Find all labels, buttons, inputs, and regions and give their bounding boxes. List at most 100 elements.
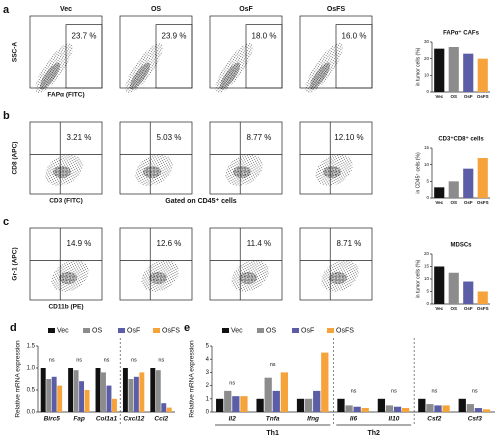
gate-percent: 3.21 %: [67, 133, 92, 142]
x-tick-label: Il10: [389, 416, 400, 423]
y-tick-label: 0: [426, 89, 429, 94]
bar: [321, 352, 329, 412]
x-axis-label: FAPα (FITC): [47, 92, 84, 99]
legend-swatch: [327, 328, 334, 333]
y-tick-label: 5: [426, 289, 429, 294]
plot-frame: [299, 121, 373, 195]
bar: [463, 53, 474, 92]
gate-percent: 12.10 %: [334, 133, 363, 142]
sample-label: OS: [151, 6, 161, 13]
x-tick-label: Fap: [73, 416, 85, 423]
gate-percent: 14.9 %: [67, 239, 92, 248]
plot-frame: [299, 227, 373, 301]
bar: [155, 370, 161, 412]
significance-label: ns: [76, 357, 82, 363]
x-tick-label: OS: [450, 94, 457, 99]
bar: [361, 408, 369, 412]
gate: [245, 24, 283, 89]
y-tick-label: 10: [424, 276, 430, 281]
x-tick-label: Il2: [229, 416, 237, 423]
panel-label: b: [3, 110, 10, 122]
group-label: Th1: [266, 430, 279, 437]
bar: [84, 390, 90, 412]
x-tick-label: Ccl2: [154, 416, 168, 423]
x-axis-label: CD3 (FITC): [49, 198, 83, 205]
y-tick-label: 2: [206, 383, 210, 389]
y-axis-label: CD8 (APC): [12, 142, 19, 175]
chart-title: FAPα⁺ CAFs: [443, 30, 480, 37]
chart-title: MDSCs: [450, 243, 472, 249]
bar: [402, 408, 410, 412]
significance-label: ns: [49, 357, 55, 363]
bar: [133, 376, 139, 412]
significance-label: ns: [104, 357, 110, 363]
legend-label: OS: [266, 327, 276, 334]
significance-label: ns: [351, 388, 357, 394]
x-tick-label: Vec: [435, 306, 443, 311]
bar: [256, 398, 264, 412]
gate-note: Gated on CD45⁺ cells: [165, 198, 236, 205]
bar: [434, 405, 442, 412]
x-tick-label: Ifng: [307, 416, 319, 423]
bar: [448, 272, 459, 304]
event-core: [39, 62, 61, 90]
y-tick-label: 15: [424, 145, 430, 150]
x-tick-label: Vec: [435, 200, 443, 205]
bar: [128, 379, 134, 412]
x-tick-label: OsFS: [477, 306, 489, 311]
bar: [418, 398, 426, 412]
legend-swatch: [48, 328, 55, 333]
x-tick-label: Col1a1: [96, 416, 118, 423]
bar: [296, 398, 305, 412]
bar: [240, 396, 248, 412]
sample-label: Vec: [60, 6, 72, 13]
plot-frame: [29, 121, 103, 195]
y-tick-label: 30: [424, 39, 430, 44]
x-tick-label: OsFS: [477, 200, 489, 205]
bar: [442, 405, 450, 412]
bar: [385, 405, 394, 412]
y-axis-label: Relative mRNA expression: [189, 340, 196, 418]
bar: [150, 368, 156, 412]
x-tick-label: OS: [450, 200, 457, 205]
y-tick-label: 5: [426, 179, 429, 184]
bar: [95, 368, 101, 412]
bar: [73, 370, 79, 412]
bar: [51, 376, 57, 412]
sample-label: OsFS: [327, 6, 346, 13]
event-core: [129, 62, 151, 90]
y-tick-label: 1: [206, 396, 210, 402]
y-axis-label: Relative mRNA expression: [15, 340, 22, 418]
legend-label: OsF: [127, 327, 140, 334]
legend-label: OsFS: [336, 327, 354, 334]
y-axis-label: SSC-A: [12, 42, 19, 63]
x-tick-label: Vec: [435, 94, 443, 99]
chart-title: CD3⁺CD8⁺ cells: [438, 136, 484, 143]
y-tick-label: 3: [206, 370, 210, 376]
legend-swatch: [83, 328, 90, 333]
event-core: [323, 166, 341, 178]
bar: [304, 398, 313, 412]
y-tick-label: 0: [206, 410, 210, 416]
bar: [353, 406, 361, 412]
event-core: [233, 166, 251, 178]
panel-label: e: [184, 322, 190, 334]
legend-swatch: [153, 328, 160, 333]
gate-percent: 16.0 %: [342, 31, 367, 40]
y-tick-label: 5: [206, 344, 210, 350]
plot-frame: [29, 227, 103, 301]
legend-label: OsFS: [162, 327, 180, 334]
event-core: [309, 62, 331, 90]
y-axis-label: in CD45⁺ cells (%): [415, 152, 421, 194]
event-core: [329, 272, 347, 284]
bar: [477, 158, 488, 198]
panel-label: d: [10, 322, 17, 334]
bar: [272, 390, 280, 412]
bar: [345, 405, 353, 412]
event-core: [59, 272, 77, 284]
x-tick-label: Il6: [350, 416, 358, 423]
bar: [434, 48, 445, 92]
event-core: [149, 272, 167, 284]
